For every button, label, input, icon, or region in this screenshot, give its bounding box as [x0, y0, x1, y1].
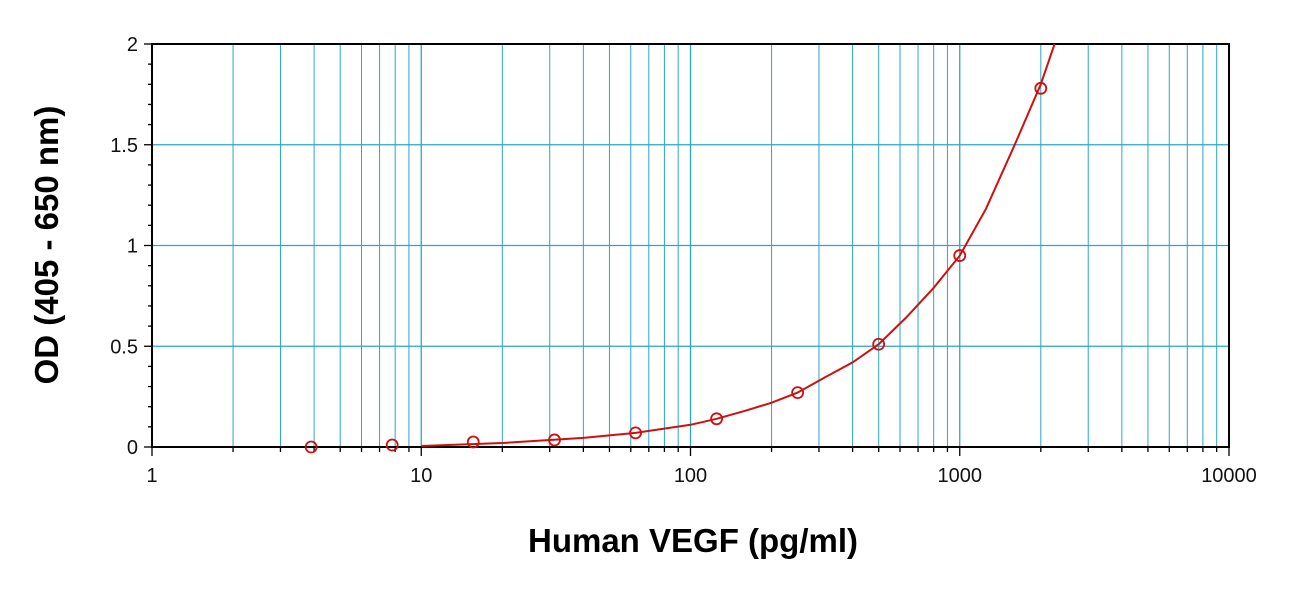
- x-tick-label: 1: [146, 465, 157, 487]
- data-point: [548, 433, 561, 447]
- data-point: [466, 435, 480, 449]
- grid: [152, 44, 1229, 447]
- x-tick-label: 1000: [938, 465, 983, 487]
- y-tick-labels: 0 0.5 1 1.5 2: [110, 34, 138, 459]
- data-point: [304, 440, 318, 454]
- data-point: [953, 249, 967, 262]
- x-tick-labels: 1 10 100 1000 10000: [146, 465, 1256, 487]
- y-tick-label: 1.5: [110, 135, 138, 157]
- axis-ticks: [144, 43, 1230, 456]
- y-axis-title: OD (405 - 650 nm): [28, 106, 65, 385]
- fit-curve-layer: [421, 43, 1056, 447]
- x-tick-label: 10000: [1201, 465, 1257, 487]
- data-point: [872, 337, 886, 351]
- data-point: [791, 386, 805, 399]
- x-tick-label: 100: [674, 465, 707, 487]
- y-tick-label: 0.5: [110, 336, 138, 358]
- y-tick-label: 0: [127, 437, 138, 459]
- data-point: [1034, 81, 1048, 95]
- data-point: [385, 438, 399, 452]
- x-tick-label: 10: [410, 465, 432, 487]
- points-layer: [304, 81, 1048, 454]
- y-tick-label: 2: [127, 34, 138, 56]
- data-point: [629, 426, 642, 440]
- fit-curve: [421, 43, 1056, 447]
- data-point: [710, 412, 723, 426]
- y-tick-label: 1: [127, 236, 138, 258]
- x-axis-title: Human VEGF (pg/ml): [528, 522, 858, 559]
